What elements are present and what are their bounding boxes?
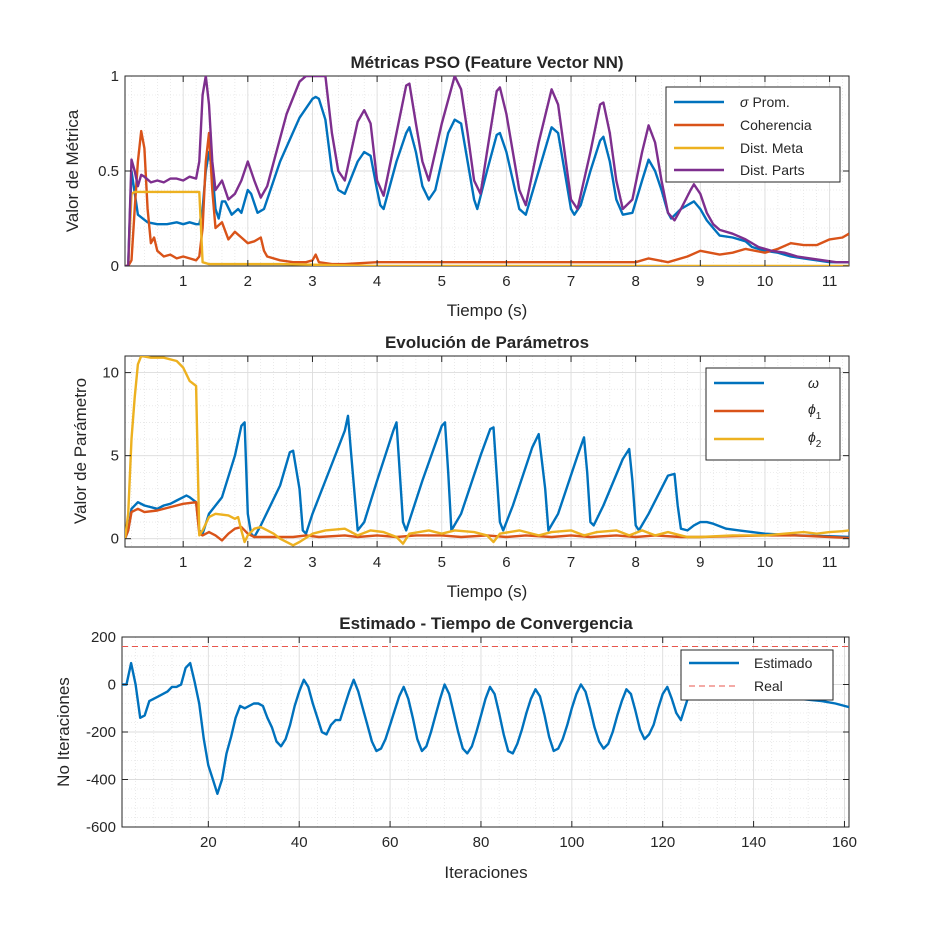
x-tick-label: 10 (757, 554, 774, 571)
legend-label-phi1: ϕ1 (808, 401, 822, 422)
panel-convergencia: 20 40 60 80 100 120 140 160 -600 -400 -200 0 200 Est… (54, 614, 857, 882)
x-tick-label: 9 (696, 554, 704, 571)
series-line-Dist. Parts (125, 76, 849, 266)
x-tick-label: 3 (308, 273, 316, 290)
x-tick-label: 160 (832, 834, 857, 851)
legend-label-dist-parts: Dist. Parts (740, 162, 805, 178)
series-line-Estimado (122, 661, 849, 795)
x-tick-label: 10 (757, 273, 774, 290)
x-tick-label: 8 (632, 554, 640, 571)
y-tick-label: 0.5 (98, 163, 119, 180)
x-tick-label: 140 (741, 834, 766, 851)
x-tick-label: 5 (438, 273, 446, 290)
plot-1-ylabel: Valor de Métrica (63, 109, 82, 232)
plot-1-series (125, 76, 849, 266)
x-tick-label: 60 (382, 834, 399, 851)
x-tick-label: 4 (373, 554, 381, 571)
legend-label-estimado: Estimado (754, 655, 813, 671)
legend-label-coherencia: Coherencia (740, 117, 812, 133)
x-tick-label: 100 (559, 834, 584, 851)
y-tick-label: 1 (111, 68, 119, 85)
plot-1-legend: σ Prom. Coherencia Dist. Meta Dist. Parts (665, 86, 841, 183)
plot-3-ylabel: No Iteraciones (54, 677, 73, 787)
x-tick-label: 3 (308, 554, 316, 571)
series-line-Dist. Meta (125, 190, 849, 266)
plot-2-ticks: 1 2 3 4 5 6 7 8 9 10 11 0 5 10 (102, 356, 849, 571)
y-tick-label: 0 (108, 677, 116, 694)
legend-label-omega: ω (808, 375, 819, 391)
x-tick-label: 120 (650, 834, 675, 851)
x-tick-label: 40 (291, 834, 308, 851)
panel-metricas: 1 2 3 4 5 6 7 8 9 10 11 0 0.5 1 Métricas PSO (Feature… (63, 53, 850, 320)
y-tick-label: 10 (102, 365, 119, 382)
y-tick-label: 200 (91, 629, 116, 646)
y-tick-label: 5 (111, 448, 119, 465)
series-line-ϕ2 (125, 356, 849, 547)
x-tick-label: 8 (632, 273, 640, 290)
plot-2-series (125, 356, 849, 547)
plot-3-legend: Estimado Real (680, 649, 834, 701)
series-line-Coherencia (125, 129, 849, 266)
plot-2-legend: ω ϕ1 ϕ2 (705, 367, 841, 461)
x-tick-label: 80 (473, 834, 490, 851)
x-tick-label: 6 (502, 273, 510, 290)
legend-label-dist-meta: Dist. Meta (740, 140, 803, 156)
x-tick-label: 1 (179, 554, 187, 571)
legend-label-phi2: ϕ2 (808, 429, 822, 450)
plot-3-xlabel: Iteraciones (444, 863, 527, 882)
plot-2-xlabel: Tiempo (s) (447, 582, 528, 601)
plot-3-legend-box (680, 649, 834, 701)
y-tick-label: 0 (111, 258, 119, 275)
x-tick-label: 7 (567, 554, 575, 571)
plot-1-ticks: 1 2 3 4 5 6 7 8 9 10 11 0 0.5 1 (98, 68, 849, 290)
plot-1-title: Métricas PSO (Feature Vector NN) (350, 53, 623, 72)
x-tick-label: 2 (244, 273, 252, 290)
plot-2-ylabel: Valor de Parámetro (71, 378, 90, 524)
x-tick-label: 20 (200, 834, 217, 851)
x-tick-label: 7 (567, 273, 575, 290)
x-tick-label: 6 (502, 554, 510, 571)
plot-3-ticks: 20 40 60 80 100 120 140 160 -600 -400 -200 0 200 (86, 629, 857, 851)
x-tick-label: 11 (822, 554, 838, 571)
panel-parametros: 1 2 3 4 5 6 7 8 9 10 11 0 5 10 Evolución de Parámetro… (71, 333, 850, 601)
plot-3-series (122, 646, 849, 795)
x-tick-label: 9 (696, 273, 704, 290)
plot-1-xlabel: Tiempo (s) (447, 301, 528, 320)
y-tick-label: -400 (86, 772, 116, 789)
series-line-σProm. (125, 95, 849, 266)
x-tick-label: 1 (179, 273, 187, 290)
plot-2-title: Evolución de Parámetros (385, 333, 589, 352)
x-tick-label: 5 (438, 554, 446, 571)
x-tick-label: 11 (822, 273, 838, 290)
x-tick-label: 4 (373, 273, 381, 290)
legend-label-real: Real (754, 678, 783, 694)
series-line-ϕ1 (125, 501, 849, 542)
legend-label-sigma-prom: σ Prom. (740, 94, 790, 110)
x-tick-label: 2 (244, 554, 252, 571)
y-tick-label: -200 (86, 724, 116, 741)
plot-3-title: Estimado - Tiempo de Convergencia (339, 614, 633, 633)
y-tick-label: -600 (86, 819, 116, 836)
plot-2-axes-box (124, 355, 850, 548)
y-tick-label: 0 (111, 531, 119, 548)
